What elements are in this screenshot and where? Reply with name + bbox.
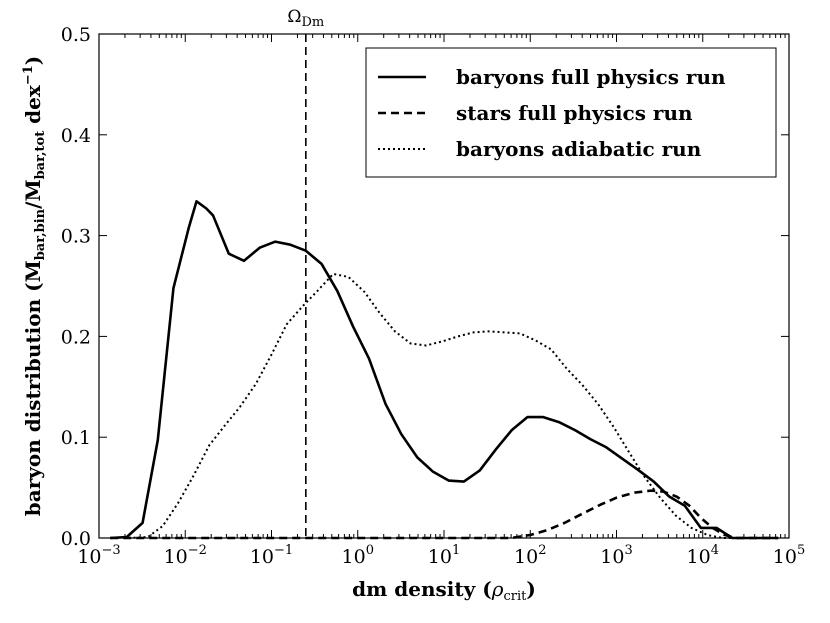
x-tick-label-exponent: 5 — [797, 543, 805, 558]
legend-box — [365, 47, 777, 178]
omega-dm-label: ΩDm — [287, 7, 324, 30]
y-axis-label: baryon distribution (Mbar,bin/Mbar,tot d… — [21, 56, 48, 517]
x-tick-label-base: 10 — [773, 546, 797, 568]
x-tick-label-exponent: 3 — [624, 543, 632, 558]
y-axis-label-p4: ) — [21, 56, 45, 65]
y-tick-label: 0.2 — [61, 326, 91, 348]
x-tick-label-base: 10 — [687, 546, 711, 568]
y-tick-label: 0.3 — [61, 226, 91, 248]
legend-entry: stars full physics run — [456, 101, 693, 125]
plot-frame — [98, 33, 790, 539]
omega-dm-marker: ΩDm — [287, 7, 324, 538]
y-tick-label: 0.4 — [61, 125, 91, 147]
x-tick-label-base: 10 — [514, 546, 538, 568]
x-tick-label-exponent: 0 — [366, 543, 374, 558]
y-axis-label-s1: bar,bin — [33, 208, 48, 260]
x-tick-label: 10−2 — [164, 543, 207, 568]
y-tick-label: 0.5 — [61, 24, 91, 46]
x-tick-label-exponent: 2 — [538, 543, 546, 558]
axis-ticks: 10−3 10−2 10−1 100 101 102 103 104 1050.00.10.20… — [61, 24, 805, 568]
x-axis-label-close: ) — [526, 577, 535, 601]
x-tick-label-base: 10 — [600, 546, 624, 568]
x-tick-label-base: 10 — [250, 546, 274, 568]
x-tick-label-exponent: −3 — [102, 543, 121, 558]
x-axis-label: dm density (ρcrit) — [352, 577, 536, 604]
x-tick-label-base: 10 — [428, 546, 452, 568]
y-axis-label-p1: baryon distribution (M — [21, 260, 45, 516]
legend-entry: baryons adiabatic run — [456, 137, 702, 161]
x-tick-label-base: 10 — [164, 546, 188, 568]
x-tick-label: 10−3 — [77, 543, 120, 568]
x-axis-label-sub: crit — [503, 589, 527, 604]
x-tick-label-base: 10 — [342, 546, 366, 568]
x-tick-label: 103 — [600, 543, 632, 568]
legend-entry: baryons full physics run — [456, 65, 726, 89]
x-tick-label: 105 — [773, 543, 805, 568]
x-tick-label: 102 — [514, 543, 546, 568]
x-tick-label-exponent: 1 — [452, 543, 460, 558]
x-axis-label-main: dm density ( — [352, 577, 492, 601]
x-tick-label: 104 — [687, 543, 719, 568]
x-tick-label-base: 10 — [77, 546, 101, 568]
x-tick-label-exponent: 4 — [711, 543, 719, 558]
x-tick-label: 10−1 — [250, 543, 293, 568]
x-tick-label: 101 — [428, 543, 460, 568]
y-axis-label-p3: dex — [21, 84, 45, 131]
y-axis-label-s2: bar,tot — [33, 131, 48, 180]
y-tick-label: 0.0 — [61, 528, 91, 550]
omega-dm-label-sub: Dm — [302, 15, 325, 30]
y-axis-label-sup: −1 — [21, 65, 36, 85]
omega-dm-label-main: Ω — [287, 7, 301, 27]
y-axis-label-p2: /M — [21, 179, 45, 208]
x-tick-label-exponent: −2 — [188, 543, 207, 558]
legend: baryons full physics run stars full physi… — [365, 47, 777, 178]
x-axis-label-symbol: ρ — [491, 577, 504, 601]
x-tick-label: 100 — [342, 543, 374, 568]
y-tick-label: 0.1 — [61, 427, 91, 449]
x-tick-label-exponent: −1 — [274, 543, 293, 558]
